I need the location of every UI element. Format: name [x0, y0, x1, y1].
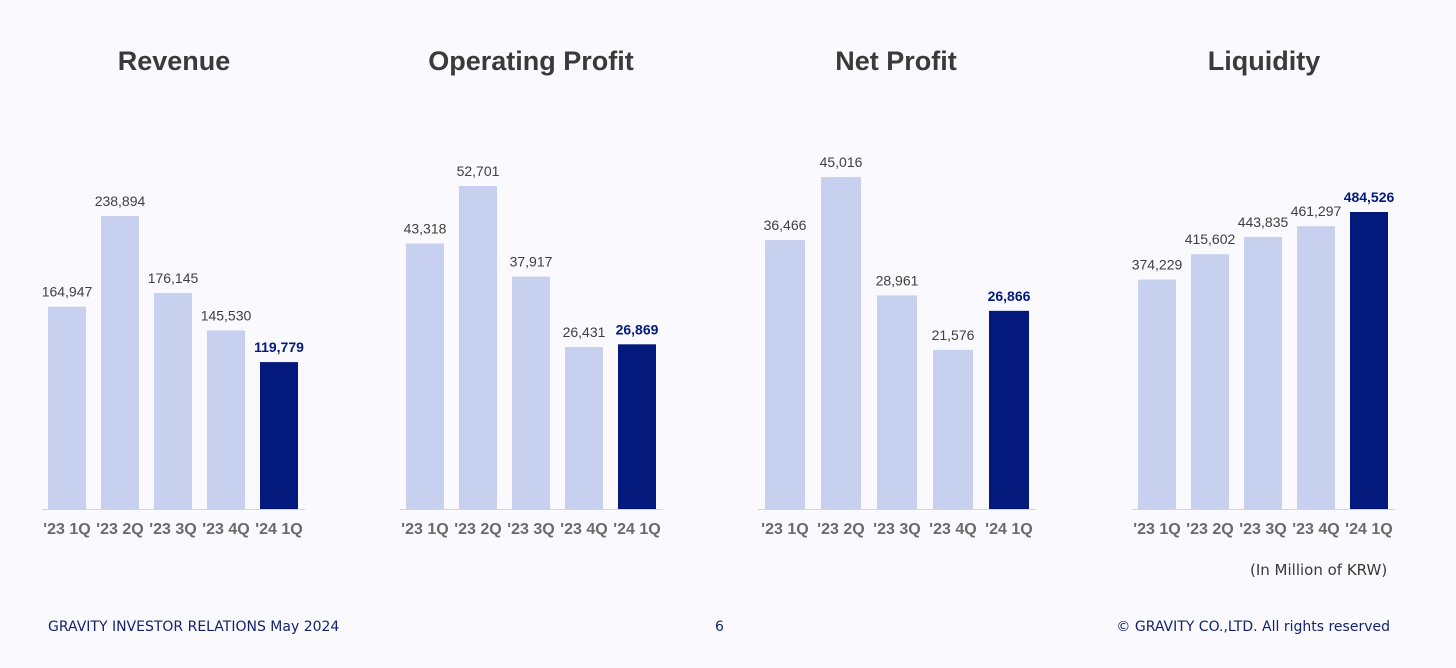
data-label: 43,318 [404, 221, 447, 237]
data-label: 28,961 [876, 272, 919, 288]
data-label: 119,779 [254, 339, 304, 355]
data-label: 145,530 [201, 308, 252, 324]
bar [459, 186, 497, 509]
data-label: 21,576 [932, 327, 975, 343]
bar [565, 347, 603, 509]
x-tick-label: '23 1Q [761, 521, 808, 538]
data-label: 164,947 [42, 284, 93, 300]
footer-company-report: GRAVITY INVESTOR RELATIONS May 2024 [48, 619, 340, 635]
x-tick-label: '23 3Q [507, 521, 554, 538]
bar [618, 344, 656, 509]
x-tick-label: '23 3Q [149, 521, 196, 538]
data-label: 45,016 [820, 154, 863, 170]
data-label: 26,866 [988, 288, 1031, 304]
x-tick-label: '24 1Q [613, 521, 660, 538]
bar [1297, 226, 1335, 509]
bar [1350, 212, 1388, 509]
x-tick-label: '23 4Q [202, 521, 249, 538]
footer-copyright: © GRAVITY CO.,LTD. All rights reserved [1116, 619, 1390, 635]
charts-area: Revenue Operating Profit Net Profit Liqu… [42, 46, 1395, 538]
bar [765, 240, 805, 509]
data-label: 36,466 [764, 217, 807, 233]
bar [406, 243, 444, 509]
bar [48, 306, 86, 509]
data-label: 443,835 [1238, 214, 1289, 230]
data-label: 176,145 [148, 270, 199, 286]
page-number: 6 [715, 619, 724, 635]
data-label: 26,431 [563, 324, 606, 340]
x-tick-label: '24 1Q [985, 521, 1032, 538]
bar [207, 330, 245, 509]
x-tick-label: '23 1Q [1133, 521, 1180, 538]
bar [877, 295, 917, 509]
data-label: 52,701 [457, 163, 500, 179]
chart-title-operating-profit: Operating Profit [428, 46, 634, 76]
x-tick-label: '24 1Q [1345, 521, 1392, 538]
bar [933, 349, 973, 509]
bar [989, 310, 1029, 509]
data-label: 238,894 [95, 193, 146, 209]
chart-title-net-profit: Net Profit [835, 46, 957, 76]
data-label: 484,526 [1344, 189, 1395, 205]
bar [512, 276, 550, 509]
x-tick-label: '23 1Q [43, 521, 90, 538]
x-tick-label: '23 2Q [96, 521, 143, 538]
bar [260, 362, 298, 509]
data-label: 374,229 [1132, 257, 1183, 273]
x-tick-label: '23 2Q [817, 521, 864, 538]
x-tick-label: '23 2Q [1186, 521, 1233, 538]
bar [1191, 254, 1229, 509]
x-tick-label: '23 4Q [1292, 521, 1339, 538]
bar [1138, 279, 1176, 509]
data-label: 415,602 [1185, 231, 1236, 247]
chart-title-revenue: Revenue [117, 46, 231, 76]
x-tick-label: '23 3Q [873, 521, 920, 538]
bar-charts-svg: 164,947 '23 1Q 238,894 '23 2Q 176,145 '23 3Q 1… [42, 154, 1395, 538]
x-tick-label: '24 1Q [255, 521, 302, 538]
bar [821, 177, 861, 509]
x-tick-label: '23 4Q [560, 521, 607, 538]
bar [101, 216, 139, 509]
data-label: 26,869 [616, 321, 659, 337]
data-label: 37,917 [510, 254, 553, 270]
x-tick-label: '23 4Q [929, 521, 976, 538]
bar [1244, 236, 1282, 509]
x-tick-label: '23 3Q [1239, 521, 1286, 538]
x-tick-label: '23 1Q [401, 521, 448, 538]
chart-title-liquidity: Liquidity [1207, 46, 1321, 76]
x-tick-label: '23 2Q [454, 521, 501, 538]
bar [154, 292, 192, 509]
unit-note: (In Million of KRW) [1250, 561, 1388, 579]
data-label: 461,297 [1291, 203, 1342, 219]
